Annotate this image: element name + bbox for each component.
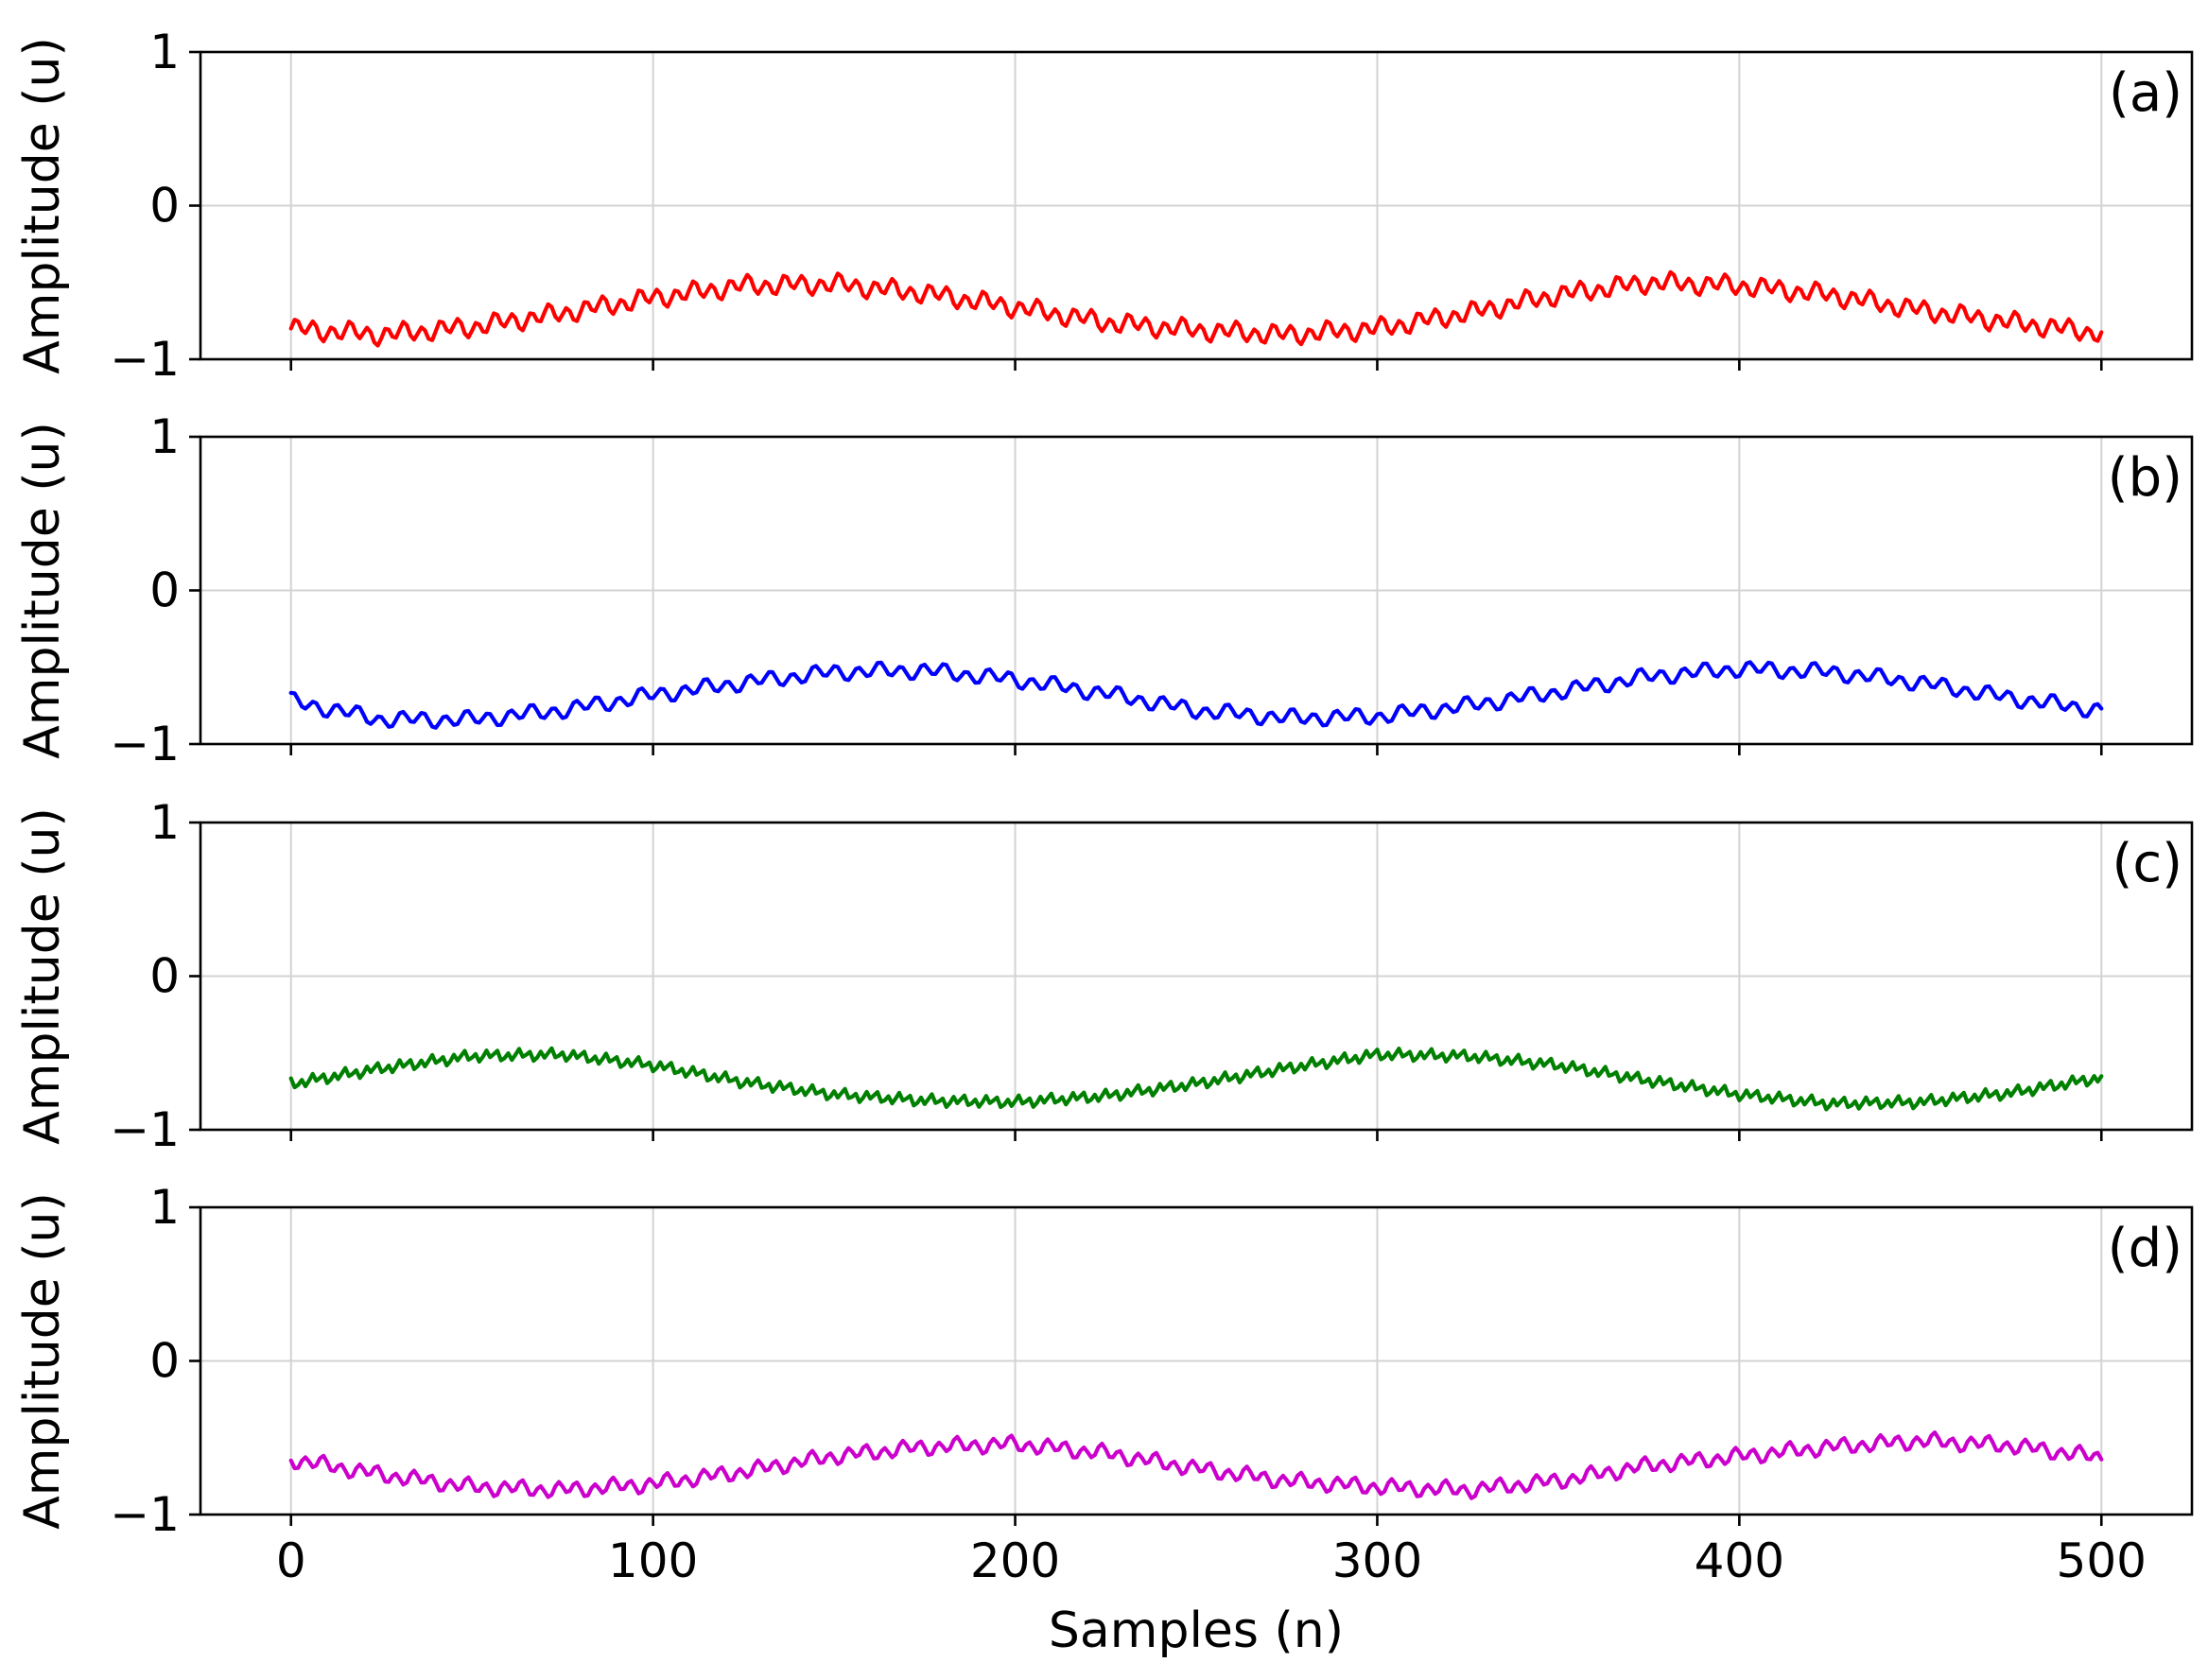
x-tick-label: 100 <box>608 1533 698 1588</box>
x-tick-label: 300 <box>1332 1533 1422 1588</box>
x-axis-label: Samples (n) <box>1049 1602 1344 1659</box>
y-tick-label: 1 <box>149 25 180 79</box>
x-tick-label: 400 <box>1695 1533 1784 1588</box>
panel-b: 1 0 −1 Amplitude (u) (b) <box>14 409 2194 771</box>
y-tick-label: 1 <box>149 1180 180 1235</box>
y-tick-label: 0 <box>149 1334 180 1389</box>
x-tick-label: 200 <box>970 1533 1060 1588</box>
y-tick-label: 1 <box>149 795 180 850</box>
x-tick-label: 0 <box>276 1533 306 1588</box>
x-tick-label: 500 <box>2057 1533 2147 1588</box>
y-tick-label: −1 <box>110 1102 180 1157</box>
y-tick-label: 1 <box>149 409 180 464</box>
y-tick-label: −1 <box>110 1487 180 1542</box>
panel-d: 1 0 −1 0 100 200 300 400 500 Amplitude (u) (d) Samp… <box>14 1180 2194 1659</box>
panel-tag: (a) <box>2109 62 2182 124</box>
y-tick-label: 0 <box>149 949 180 1004</box>
panel-a: 1 0 −1 Amplitude (u) (a) <box>14 25 2194 387</box>
y-axis-label: Amplitude (u) <box>14 1192 71 1530</box>
series-line <box>288 1046 2104 1112</box>
y-tick-label: −1 <box>110 332 180 387</box>
y-tick-label: 0 <box>149 563 180 618</box>
panel-tag: (b) <box>2108 447 2182 509</box>
series-line <box>288 1429 2104 1500</box>
y-tick-label: −1 <box>110 717 180 771</box>
panel-tag: (d) <box>2108 1218 2182 1279</box>
y-axis-label: Amplitude (u) <box>14 807 71 1145</box>
panel-c: 1 0 −1 Amplitude (u) (c) <box>14 795 2194 1157</box>
panel-tag: (c) <box>2112 833 2182 894</box>
y-axis-label: Amplitude (u) <box>14 422 71 759</box>
y-tick-label: 0 <box>149 179 180 234</box>
y-axis-label: Amplitude (u) <box>14 37 71 374</box>
series-line <box>288 269 2104 348</box>
series-line <box>288 660 2104 730</box>
